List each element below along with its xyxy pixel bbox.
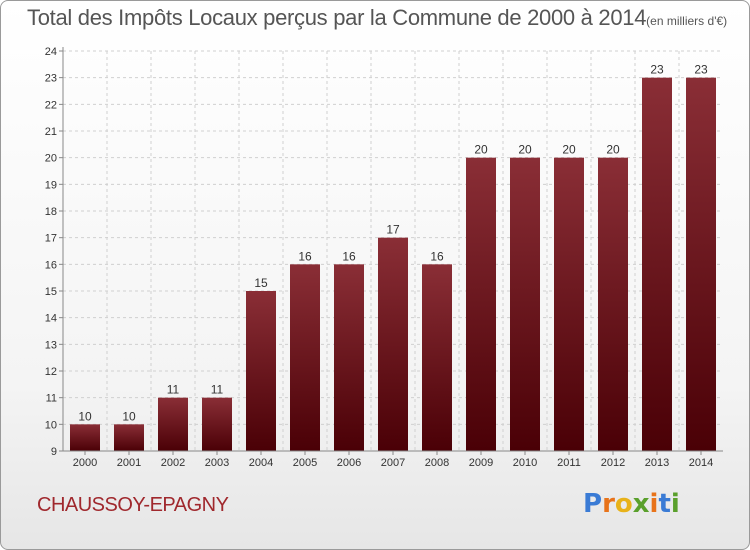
y-tick-label: 19: [45, 179, 57, 191]
logo-letter: o: [614, 489, 633, 519]
y-tick-label: 18: [45, 206, 57, 218]
y-tick-label: 22: [45, 99, 57, 111]
data-label-2005: 16: [298, 249, 312, 263]
y-tick-label: 20: [45, 153, 57, 165]
y-tick-label: 21: [45, 126, 57, 138]
x-tick-label: 2008: [425, 457, 449, 469]
logo-letter: r: [602, 489, 615, 519]
y-tick-label: 11: [46, 393, 57, 405]
y-tick-label: 10: [45, 419, 57, 431]
data-labels: 10 10 11 11 15 16 16 17 16 20 20 20 20 23 23: [78, 63, 708, 424]
data-label-2012: 20: [606, 143, 620, 157]
data-label-2013: 23: [650, 63, 664, 77]
data-label-2011: 20: [562, 143, 576, 157]
bar-2014: [686, 77, 716, 452]
bar-2008: [422, 264, 452, 451]
x-tick-label: 2014: [689, 457, 713, 469]
y-tick-label: 14: [45, 313, 57, 325]
bar-2010: [510, 157, 540, 451]
data-label-2007: 17: [386, 223, 400, 237]
proxiti-logo: Proxiti: [583, 489, 680, 519]
x-tick-label: 2001: [117, 457, 141, 469]
bar-2003: [202, 397, 232, 451]
bar-2007: [378, 237, 408, 451]
bar-2005: [290, 264, 320, 451]
data-label-2014: 23: [694, 63, 708, 77]
bar-2001: [114, 424, 144, 451]
bar-2013: [642, 77, 672, 452]
x-tick-label: 2000: [73, 457, 97, 469]
data-label-2003: 11: [211, 383, 224, 397]
bar-2011: [554, 157, 584, 451]
data-label-2001: 10: [122, 409, 136, 423]
data-label-2004: 15: [254, 276, 268, 290]
y-tick-label: 12: [45, 366, 57, 378]
y-tick-label: 9: [51, 446, 57, 458]
x-tick-label: 2003: [205, 457, 229, 469]
data-label-2008: 16: [430, 249, 444, 263]
data-label-2009: 20: [474, 143, 488, 157]
y-tick-label: 15: [45, 286, 57, 298]
bars: [70, 77, 716, 452]
chart-title: Total des Impôts Locaux perçus par la Co…: [27, 5, 727, 31]
x-tick-label: 2005: [293, 457, 317, 469]
logo-letter: P: [583, 489, 603, 519]
axes: 9 10 11 12 13 14 15 16 17 18 19 20 21 22 23 24 2000 2001 2…: [45, 46, 723, 469]
unit-note: (en milliers d'€): [646, 14, 728, 28]
x-tick-label: 2013: [645, 457, 669, 469]
logo-letter: t: [658, 489, 671, 519]
bar-2009: [466, 157, 496, 451]
y-tick-label: 13: [45, 339, 57, 351]
bar-2002: [158, 397, 188, 451]
x-tick-label: 2011: [557, 457, 581, 469]
logo-letter: i: [649, 489, 659, 519]
bar-2006: [334, 264, 364, 451]
x-tick-label: 2012: [601, 457, 625, 469]
data-label-2002: 11: [167, 383, 180, 397]
logo-letter: x: [632, 489, 650, 519]
bar-2012: [598, 157, 628, 451]
y-tick-label: 23: [45, 73, 57, 85]
commune-name: CHAUSSOY-EPAGNY: [37, 494, 229, 516]
data-label-2006: 16: [342, 249, 356, 263]
y-tick-label: 24: [45, 46, 57, 58]
x-tick-label: 2009: [469, 457, 493, 469]
y-tick-label: 16: [45, 259, 57, 271]
x-tick-label: 2004: [249, 457, 273, 469]
bar-2000: [70, 424, 100, 451]
data-label-2010: 20: [518, 143, 532, 157]
data-label-2000: 10: [78, 409, 92, 423]
title-text: Total des Impôts Locaux perçus par la Co…: [27, 5, 647, 30]
y-tick-label: 17: [45, 233, 57, 245]
logo-letter: i: [670, 489, 680, 519]
x-tick-label: 2006: [337, 457, 361, 469]
x-tick-label: 2010: [513, 457, 537, 469]
bar-2004: [246, 291, 276, 451]
x-tick-label: 2007: [381, 457, 405, 469]
x-tick-label: 2002: [161, 457, 185, 469]
